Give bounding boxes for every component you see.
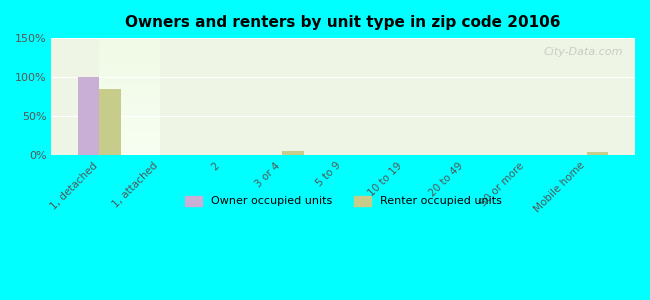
Bar bbox=[99, 89, 121, 155]
Bar bbox=[78, 77, 99, 155]
Bar bbox=[282, 151, 304, 155]
Text: City-Data.com: City-Data.com bbox=[544, 47, 623, 58]
Bar bbox=[587, 152, 608, 155]
Legend: Owner occupied units, Renter occupied units: Owner occupied units, Renter occupied un… bbox=[181, 191, 506, 211]
Title: Owners and renters by unit type in zip code 20106: Owners and renters by unit type in zip c… bbox=[125, 15, 561, 30]
